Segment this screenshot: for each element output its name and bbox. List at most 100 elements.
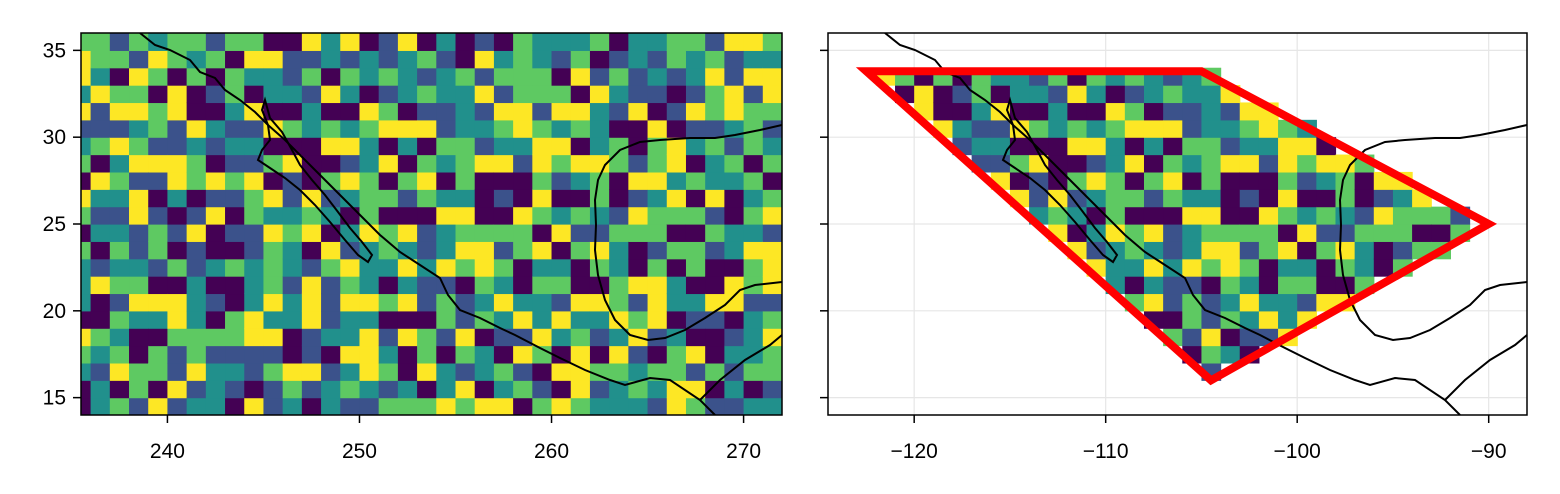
right-heat-cell — [1239, 241, 1260, 260]
left-heat-cell — [340, 293, 361, 312]
left-heat-cell — [685, 345, 706, 364]
left-heat-cell — [90, 102, 111, 121]
left-heat-cell — [225, 276, 245, 295]
left-heat-cell — [129, 397, 149, 415]
left-heat-cell — [378, 276, 399, 295]
left-heat-cell — [417, 224, 437, 242]
left-heat-cell — [225, 328, 245, 347]
right-heat-cell — [1163, 293, 1183, 312]
left-heat-cell — [455, 397, 476, 415]
left-heat-cell — [90, 119, 111, 138]
left-heat-cell — [282, 380, 303, 399]
right-heat-cell — [1124, 189, 1145, 208]
right-heat-cell — [1258, 224, 1279, 242]
left-heat-cell — [321, 102, 341, 121]
left-heat-cell — [225, 206, 245, 225]
left-heat-cell — [532, 85, 553, 104]
left-heat-cell — [762, 362, 782, 381]
left-heat-cell — [570, 310, 591, 329]
left-heat-cell — [340, 154, 361, 173]
left-heat-cell — [647, 171, 668, 190]
right-heat-cell — [1124, 276, 1145, 295]
left-heat-cell — [589, 241, 610, 260]
left-heat-cell — [301, 137, 322, 156]
left-heat-cell — [532, 328, 553, 347]
left-heat-cell — [570, 206, 591, 225]
left-heat-cell — [532, 102, 553, 121]
left-heat-cell — [436, 137, 457, 156]
left-heat-cell — [244, 137, 265, 156]
left-heat-cell — [532, 50, 553, 69]
right-coastline-baja — [1001, 96, 1119, 264]
left-heat-cell — [493, 50, 514, 69]
left-heat-cell — [474, 102, 495, 121]
left-heat-cell — [244, 397, 265, 415]
left-heat-cell — [589, 171, 610, 190]
left-heat-cell — [532, 154, 553, 173]
left-heat-cell — [647, 380, 668, 399]
left-heat-cell — [378, 33, 399, 51]
left-heat-cell — [397, 33, 418, 51]
left-heat-cell — [724, 189, 745, 208]
left-heat-cell — [167, 171, 188, 190]
left-heat-cell — [455, 119, 476, 138]
right-heat-cell — [1182, 171, 1203, 190]
left-heat-cell — [340, 258, 361, 277]
right-heat-cell — [1201, 102, 1222, 121]
left-heat-cell — [455, 224, 476, 242]
left-heat-cell — [628, 154, 649, 173]
left-heat-cell — [90, 397, 111, 415]
left-heat-cell — [148, 137, 169, 156]
left-heat-cell — [666, 362, 687, 381]
right-heat-cell — [1105, 119, 1126, 138]
left-heat-cell — [225, 119, 245, 138]
left-heat-cell — [244, 276, 265, 295]
right-heat-cell — [1143, 276, 1164, 295]
left-heat-cell — [609, 171, 629, 190]
left-heat-cell — [282, 50, 303, 69]
right-heat-cell — [1086, 171, 1107, 190]
left-heat-cell — [225, 258, 245, 277]
left-heat-cell — [378, 345, 399, 364]
left-heat-cell — [109, 50, 130, 69]
left-heat-cell — [186, 224, 207, 242]
left-heat-cell — [148, 241, 169, 260]
left-heat-cell — [359, 154, 380, 173]
right-xtick-label: −110 — [1083, 440, 1129, 463]
left-heat-cell — [666, 310, 687, 329]
left-heat-cell — [647, 362, 668, 381]
left-heat-cell — [225, 154, 245, 173]
left-heat-cell — [743, 119, 764, 138]
right-heat-cell — [1105, 171, 1126, 190]
right-heat-cell — [1163, 189, 1183, 208]
left-heat-cell — [378, 224, 399, 242]
right-heat-cell — [1201, 293, 1222, 312]
left-heatmap — [81, 33, 782, 415]
left-heat-cell — [109, 33, 130, 51]
left-heat-cell — [743, 224, 764, 242]
left-heat-cell — [724, 206, 745, 225]
left-heat-cell — [81, 137, 92, 156]
left-heat-cell — [301, 293, 322, 312]
right-heat-cell — [1239, 119, 1260, 138]
left-heat-cell — [359, 310, 380, 329]
left-heat-cell — [109, 293, 130, 312]
left-heat-cell — [705, 276, 725, 295]
left-heat-cell — [513, 293, 533, 312]
left-heat-cell — [244, 328, 265, 347]
left-ytick-label: 15 — [43, 387, 66, 410]
left-heat-cell — [551, 85, 572, 104]
left-heat-cell — [685, 67, 706, 86]
left-heat-cell — [417, 67, 437, 86]
left-heat-cell — [90, 310, 111, 329]
right-heat-cell — [1258, 119, 1279, 138]
left-heat-cell — [301, 67, 322, 86]
left-heat-cell — [397, 328, 418, 347]
left-heat-cell — [417, 397, 437, 415]
left-heat-cell — [340, 33, 361, 51]
left-heat-cell — [321, 189, 341, 208]
left-heat-cell — [90, 293, 111, 312]
left-heat-cell — [647, 276, 668, 295]
right-heat-cell — [1297, 206, 1317, 225]
left-heat-cell — [359, 102, 380, 121]
